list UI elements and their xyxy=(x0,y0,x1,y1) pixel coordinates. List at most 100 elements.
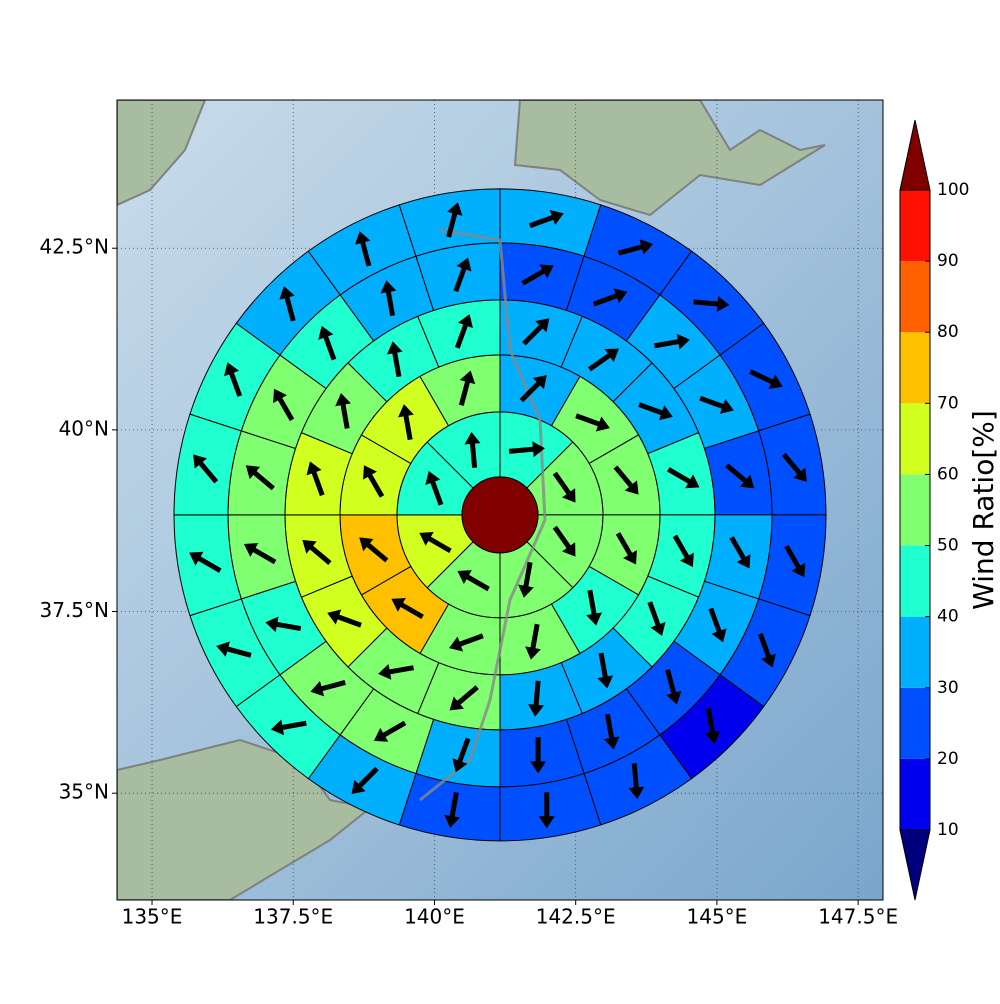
colorbar-under xyxy=(899,829,931,901)
coastline xyxy=(419,228,547,802)
wind-arrow xyxy=(189,551,222,573)
wind-arrow xyxy=(310,680,346,697)
colorbar-tick-label: 100 xyxy=(937,180,969,200)
wind-arrow xyxy=(613,465,639,495)
wind-arrow xyxy=(265,616,302,633)
wind-arrow xyxy=(529,210,564,229)
wind-arrow xyxy=(552,525,576,557)
colorbar-over xyxy=(899,119,931,191)
wind-arrow xyxy=(449,685,479,711)
wind-arrow xyxy=(528,680,545,717)
colorbar-bin xyxy=(900,545,930,617)
wind-arrow xyxy=(508,441,545,458)
wind-arrow xyxy=(615,532,637,565)
colorbar-bin xyxy=(900,190,930,262)
wind-arrow xyxy=(444,792,461,828)
wind-arrow xyxy=(586,589,602,626)
wind-arrow xyxy=(273,388,295,422)
land xyxy=(513,100,826,217)
wind-arrow xyxy=(654,333,690,350)
wind-arrow xyxy=(306,461,325,497)
wind-arrow xyxy=(522,318,550,346)
colorbar-tick-label: 40 xyxy=(937,607,959,627)
y-tick-label: 37.5°N xyxy=(40,598,110,622)
wind-arrow xyxy=(327,609,362,628)
colorbar-bin xyxy=(900,687,930,759)
colorbar-frame xyxy=(899,189,931,831)
wind-arrow xyxy=(318,325,337,361)
colorbar-bin xyxy=(900,332,930,404)
wind-arrow xyxy=(302,539,332,565)
y-tick-label: 40°N xyxy=(59,416,109,440)
x-tick-label: 135°E xyxy=(122,905,183,929)
colorbar-tick-label: 90 xyxy=(937,251,959,271)
wind-arrow xyxy=(781,452,807,482)
arrows xyxy=(189,202,807,829)
wind-arrow xyxy=(597,652,614,689)
wind-arrow xyxy=(458,370,476,406)
colorbar-tick-label: 30 xyxy=(937,678,959,698)
wind-arrow xyxy=(729,536,751,569)
wind-arrow xyxy=(243,543,277,565)
wind-arrow xyxy=(587,348,619,372)
wind-arrow xyxy=(453,257,472,293)
wind-arrow xyxy=(725,463,755,489)
wind-arrow xyxy=(425,471,444,506)
axes: 135°E 137.5°E 140°E 142.5°E 145°E 147.5°E 35°N… xyxy=(40,235,899,929)
colorbar-bin xyxy=(900,758,930,830)
colorbar-bin xyxy=(900,403,930,475)
wind-arrow xyxy=(617,239,654,256)
colorbar-tick-label: 10 xyxy=(937,820,959,840)
wind-arrow xyxy=(667,467,700,489)
wind-arrow xyxy=(592,288,628,307)
colorbar: 10 20 30 40 50 60 70 80 90 100 xyxy=(899,119,969,901)
wind-arrow xyxy=(452,737,471,773)
wind-arrow xyxy=(380,280,397,317)
colorbar-bin xyxy=(900,261,930,333)
wind-arrow xyxy=(398,404,414,441)
wind-arrow xyxy=(391,597,424,620)
colorbar-tick-label: 60 xyxy=(937,464,959,484)
wind-arrow xyxy=(373,720,407,742)
wind-arrow xyxy=(518,561,534,598)
colorbar-label: Wind Ratio[%] xyxy=(967,410,1000,610)
y-tick-label: 42.5°N xyxy=(40,235,110,259)
wind-arrow xyxy=(699,395,734,414)
wind-arrow xyxy=(378,663,414,680)
polar-cells xyxy=(173,188,827,842)
wind-arrow xyxy=(784,544,806,578)
wind-arrow xyxy=(749,369,783,389)
wind-arrow xyxy=(245,465,275,491)
wind-arrow xyxy=(647,601,666,636)
wind-arrow xyxy=(419,531,452,554)
wind-arrow xyxy=(279,286,296,322)
x-tick-label: 140°E xyxy=(404,905,465,929)
wind-arrow xyxy=(538,792,555,829)
wind-arrow xyxy=(224,362,243,397)
wind-arrow xyxy=(693,296,730,312)
wind-arrow xyxy=(575,413,610,432)
colorbar-tick-label: 80 xyxy=(937,322,959,342)
center-cell xyxy=(461,476,539,554)
map-frame xyxy=(116,99,884,901)
x-tick-label: 145°E xyxy=(687,905,748,929)
wind-arrow xyxy=(270,719,307,736)
wind-arrow xyxy=(530,737,547,774)
colorbar-tick-label: 20 xyxy=(937,749,959,769)
colorbar-bin xyxy=(900,616,930,688)
wind-arrow xyxy=(708,607,727,643)
wind-arrow xyxy=(216,641,252,658)
wind-arrow xyxy=(335,392,351,429)
x-tick-label: 137.5°E xyxy=(253,905,333,929)
wind-arrow xyxy=(363,465,385,498)
land xyxy=(117,100,207,207)
wind-arrow xyxy=(603,713,620,750)
colorbar-tick-label: 70 xyxy=(937,393,959,413)
wind-arrow xyxy=(457,570,490,592)
wind-arrow xyxy=(351,766,379,795)
wind-arrow xyxy=(386,341,403,378)
wind-arrow xyxy=(519,375,547,403)
wind-arrow xyxy=(638,402,673,421)
wind-arrow xyxy=(359,537,389,563)
